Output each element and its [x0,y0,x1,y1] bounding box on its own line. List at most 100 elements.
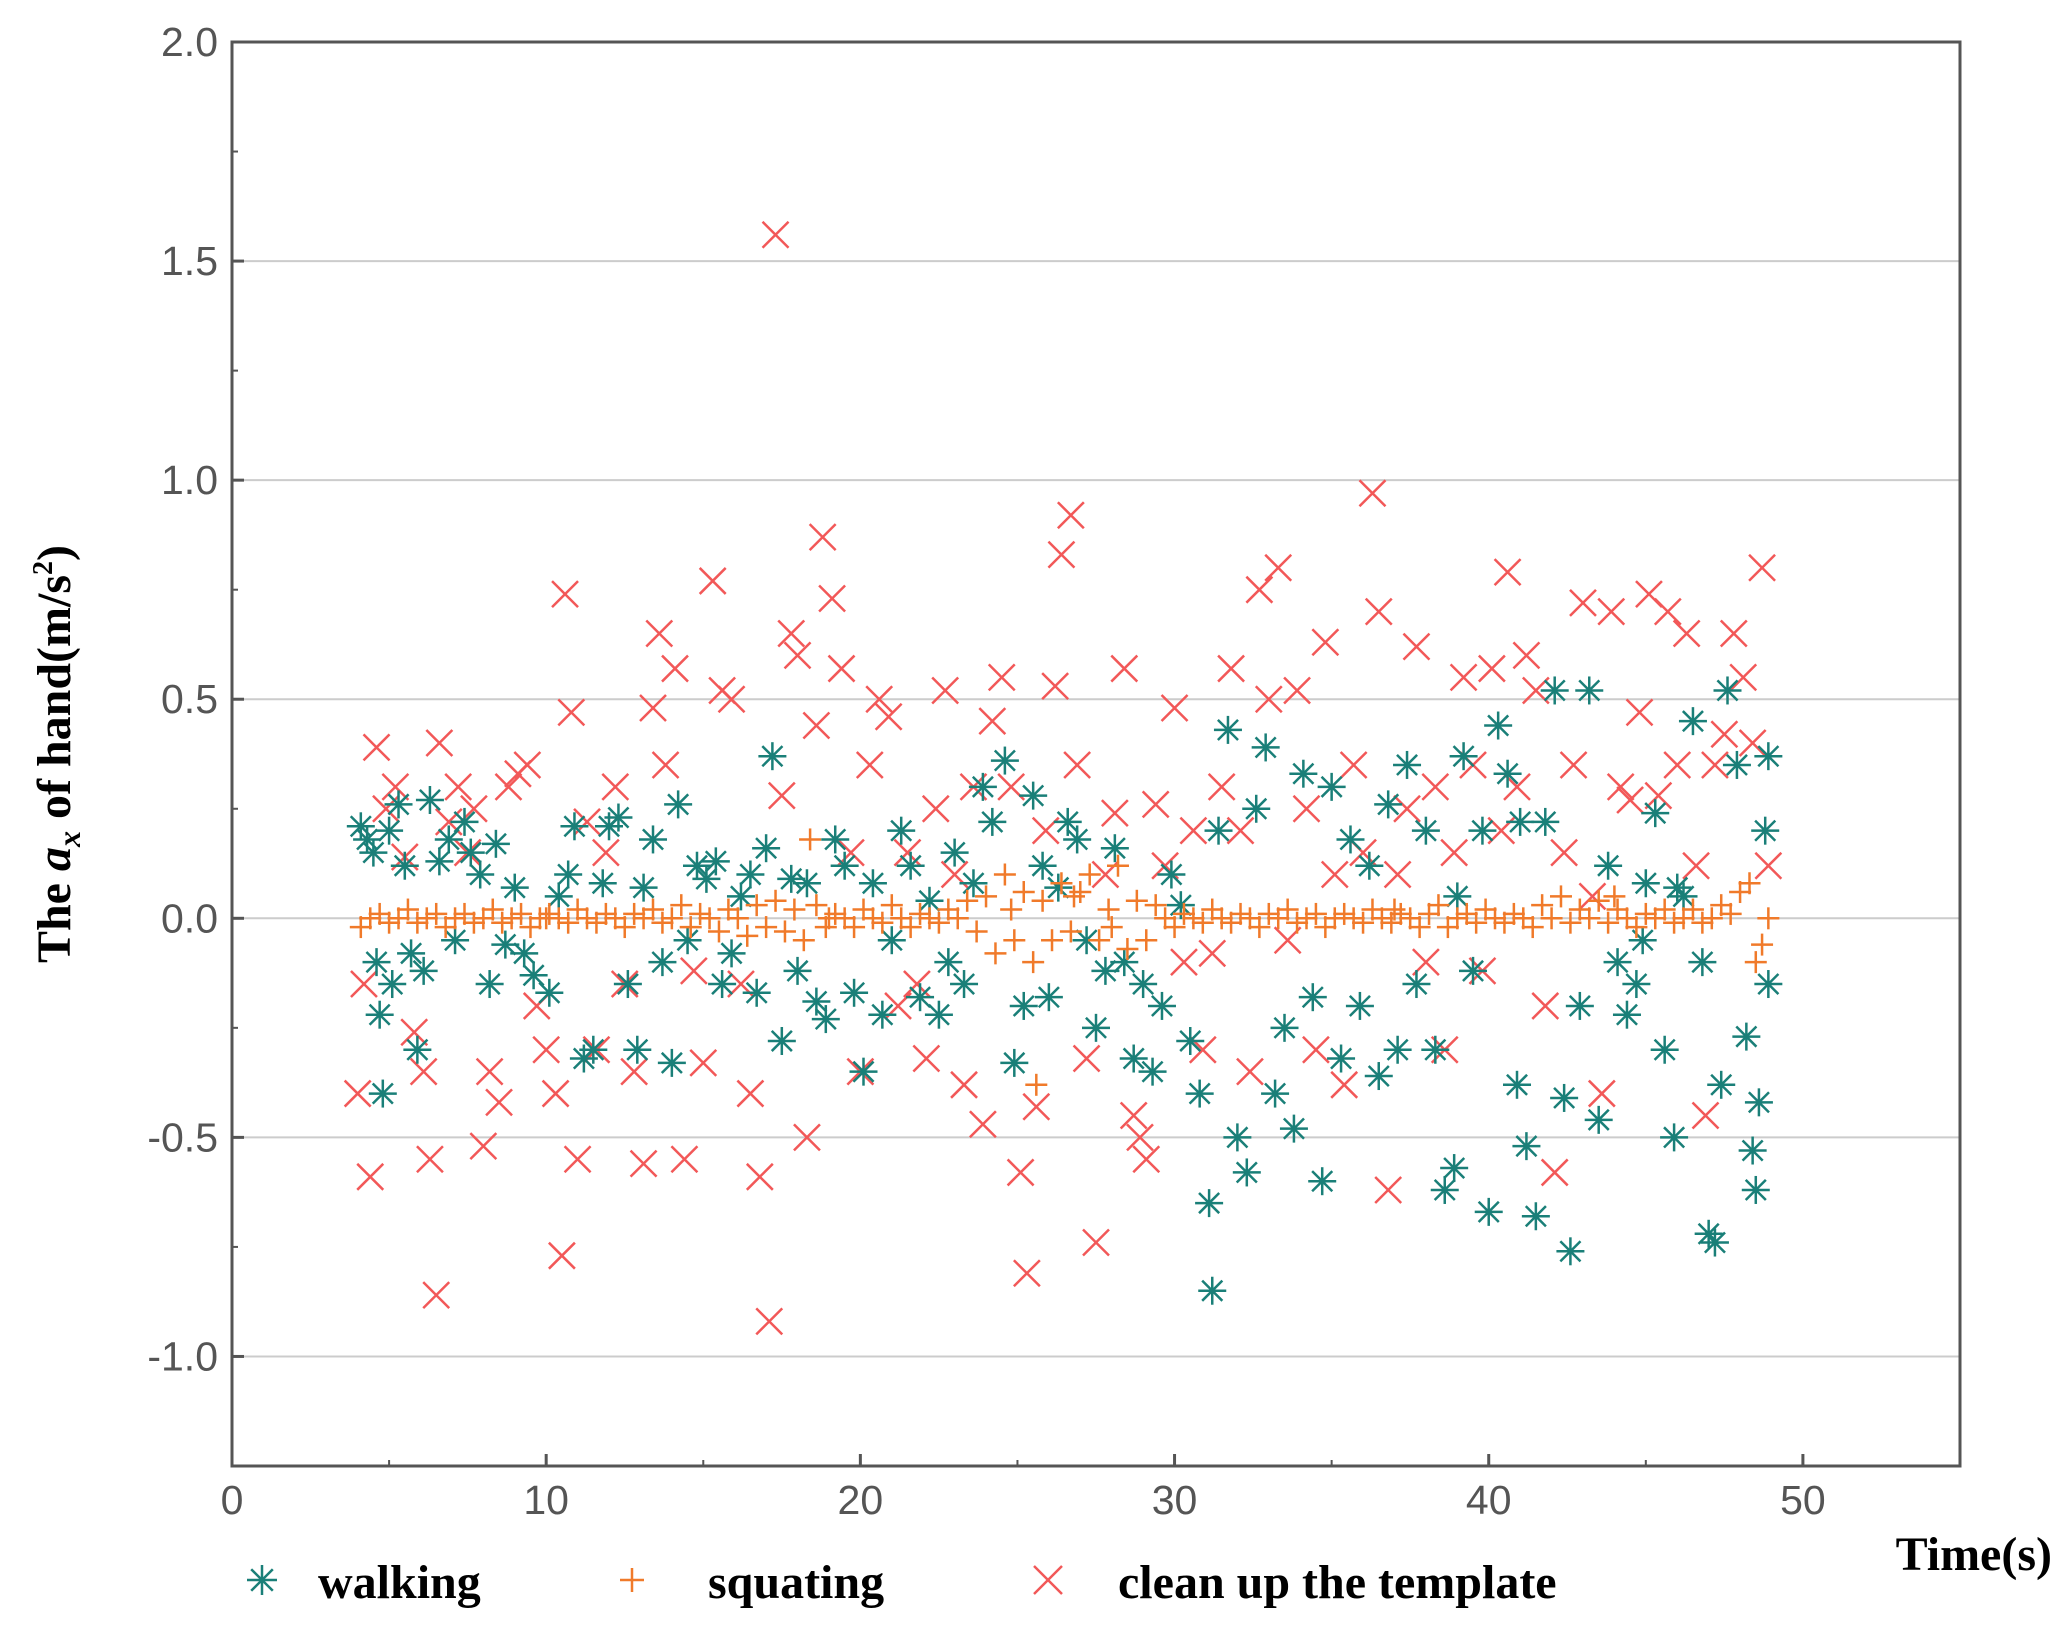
point-clean-up-the-template [1421,772,1450,801]
point-walking [365,1000,394,1029]
point-squating [425,902,448,925]
point-squating [805,894,828,917]
point-clean-up-the-template [950,1070,978,1099]
point-squating [1025,1073,1048,1096]
point-clean-up-the-template [1100,799,1129,828]
point-squating [1012,881,1035,904]
point-walking [510,939,539,968]
point-walking [1082,1013,1110,1042]
point-walking [811,1005,840,1034]
point-squating [594,902,617,925]
point-clean-up-the-template [1047,540,1076,569]
point-squating [1286,911,1309,934]
point-walking [1628,926,1657,955]
point-clean-up-the-template [777,619,806,648]
point-walking [560,812,589,841]
point-clean-up-the-template [783,641,812,670]
y-tick-label: 1.0 [161,457,218,503]
point-clean-up-the-template [1041,672,1070,700]
point-walking [384,790,413,819]
point-squating [1276,898,1299,921]
point-squating [1069,881,1092,904]
point-clean-up-the-template [1710,720,1739,749]
point-squating [538,902,561,925]
point-walking [403,1035,432,1064]
point-walking [940,838,969,867]
point-clean-up-the-template [1072,1044,1101,1073]
point-walking [1531,807,1560,836]
point-clean-up-the-template [350,970,378,998]
point-clean-up-the-template [802,711,831,740]
point-squating [1304,902,1327,925]
point-walking [1521,1202,1550,1231]
point-walking [1110,948,1139,977]
point-walking [1204,816,1233,845]
point-walking [475,970,504,999]
point-squating [937,898,960,921]
point-walking [990,746,1019,775]
legend-marker-squating [620,1568,644,1592]
legend-marker-shape [620,1568,644,1592]
point-walking [1459,956,1488,985]
point-walking [1176,1026,1205,1055]
point-squating [1399,907,1422,930]
point-squating [1041,929,1064,952]
x-tick-label: 50 [1780,1477,1826,1523]
point-walking [896,851,925,880]
legend-item-squating: squating [620,1556,884,1609]
point-walking [1738,1136,1767,1165]
point-squating [736,924,759,947]
x-tick-label: 10 [523,1477,569,1523]
point-clean-up-the-template [469,1132,498,1161]
x-tick-label: 0 [221,1477,244,1523]
point-walking [604,803,633,832]
point-clean-up-the-template [532,1035,561,1064]
legend-item-walking: walking [247,1556,481,1609]
point-walking [1009,991,1038,1020]
gridlines [232,41,1960,1358]
legend-label-squating: squating [708,1556,884,1609]
point-squating [946,907,969,930]
point-walking [579,1035,608,1064]
point-clean-up-the-template [1056,501,1085,530]
point-walking [519,961,548,990]
point-clean-up-the-template [513,751,542,779]
point-clean-up-the-template [400,1018,429,1047]
point-squating [1663,911,1686,934]
point-walking [1044,873,1073,902]
point-squating [783,898,806,921]
point-walking [752,834,781,863]
y-axis: -1.0 -0.5 0.0 0.5 1.0 1.5 2.0 [147,19,244,1467]
point-walking [1421,1035,1450,1064]
point-clean-up-the-template [485,1088,513,1117]
point-walking [792,869,821,898]
point-squating [1333,902,1356,925]
point-walking [1242,794,1271,823]
point-squating [1295,907,1318,930]
point-clean-up-the-template [1644,781,1673,810]
point-clean-up-the-template [912,1044,941,1073]
point-clean-up-the-template [1616,786,1644,814]
legend-label-clean-up-the-template: clean up the template [1118,1556,1557,1609]
point-clean-up-the-template [629,1149,658,1178]
point-walking [544,882,573,911]
point-clean-up-the-template [425,729,454,757]
point-squating [1757,907,1780,930]
point-walking [554,860,583,889]
point-clean-up-the-template [551,580,579,608]
point-clean-up-the-template [1393,794,1421,823]
point-walking [657,1048,686,1077]
point-squating [1267,907,1290,930]
point-walking [1185,1079,1214,1108]
point-squating [1446,907,1469,930]
point-walking [1261,1079,1290,1108]
point-walking [1556,1237,1585,1266]
point-squating [1484,907,1507,930]
y-tick-label: 2.0 [161,19,218,65]
point-squating [1100,916,1123,939]
point-walking [1663,873,1692,902]
point-walking [1198,1276,1227,1305]
point-clean-up-the-template [422,1281,451,1310]
point-squating [1672,907,1695,930]
point-squating [535,907,558,930]
